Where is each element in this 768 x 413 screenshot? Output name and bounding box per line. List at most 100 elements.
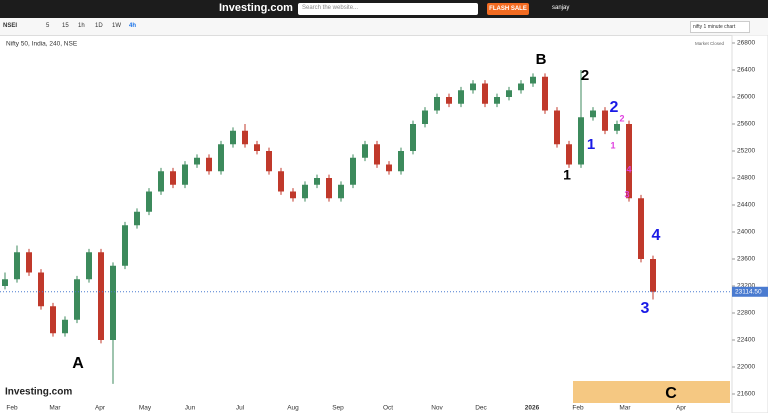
candle-body bbox=[110, 265, 116, 340]
y-tick-label: 24400 bbox=[737, 202, 755, 209]
candle-body bbox=[458, 90, 464, 104]
last-price-box bbox=[732, 286, 768, 297]
candle-body bbox=[566, 144, 572, 165]
x-tick-label: Apr bbox=[95, 405, 106, 412]
y-tick-label: 25600 bbox=[737, 121, 755, 128]
market-status: Market Closed bbox=[695, 41, 725, 46]
candle-body bbox=[602, 110, 608, 131]
candle-body bbox=[122, 225, 128, 266]
candle-body bbox=[410, 124, 416, 151]
y-tick-label: 26800 bbox=[737, 40, 755, 47]
x-tick-label: May bbox=[139, 405, 152, 412]
candle-body bbox=[26, 252, 32, 273]
x-tick-label: Dec bbox=[475, 405, 487, 412]
candle-body bbox=[350, 157, 356, 185]
y-tick-label: 22400 bbox=[737, 337, 755, 344]
user-name[interactable]: sanjay bbox=[552, 5, 570, 11]
candle-body bbox=[374, 144, 380, 165]
interval-button[interactable]: 1D bbox=[95, 23, 103, 29]
wave-label: 3 bbox=[624, 189, 629, 199]
candle-body bbox=[638, 198, 644, 259]
candle-body bbox=[506, 90, 512, 97]
x-tick-label: Aug bbox=[287, 405, 299, 412]
candle-body bbox=[86, 252, 92, 280]
candle-body bbox=[38, 272, 44, 307]
chart-search[interactable]: nifty 1 minute chart bbox=[690, 21, 750, 33]
x-tick-label: Jul bbox=[236, 405, 245, 412]
x-tick-label: 2026 bbox=[525, 405, 540, 412]
chart-title: Nifty 50, India, 240, NSE bbox=[6, 41, 78, 48]
logo[interactable]: Investing.com bbox=[219, 2, 293, 14]
wave-label: C bbox=[665, 385, 677, 402]
candle-body bbox=[278, 171, 284, 192]
search-placeholder: Search the website... bbox=[302, 5, 359, 11]
wave-label: 2 bbox=[581, 67, 589, 84]
wave-label: 2 bbox=[610, 99, 619, 116]
x-tick-label: Mar bbox=[619, 405, 631, 412]
wave-label: 1 bbox=[563, 167, 571, 183]
candle-body bbox=[362, 144, 368, 158]
y-tick-label: 22000 bbox=[737, 364, 755, 371]
x-tick-label: Feb bbox=[6, 405, 18, 412]
wave-label: 3 bbox=[641, 300, 650, 317]
candle-body bbox=[554, 110, 560, 145]
wave-label: 2 bbox=[619, 113, 624, 123]
candle-body bbox=[614, 124, 620, 131]
y-tick-label: 23200 bbox=[737, 283, 755, 290]
y-tick-label: 22800 bbox=[737, 310, 755, 317]
candle-body bbox=[530, 76, 536, 84]
candle-body bbox=[254, 144, 260, 151]
interval-button[interactable]: 1W bbox=[112, 23, 121, 29]
interval-button[interactable]: 5 bbox=[46, 23, 50, 29]
interval-button[interactable]: 15 bbox=[62, 23, 69, 29]
interval-button[interactable]: 4h bbox=[129, 23, 137, 29]
candle-body bbox=[470, 83, 476, 91]
wave-label: 1 bbox=[610, 140, 615, 150]
x-tick-label: Nov bbox=[431, 405, 443, 412]
x-tick-label: Mar bbox=[49, 405, 61, 412]
candle-body bbox=[446, 97, 452, 104]
x-tick-label: Jun bbox=[185, 405, 196, 412]
flash-sale[interactable]: FLASH SALE bbox=[487, 3, 529, 15]
y-tick-label: 26400 bbox=[737, 67, 755, 74]
candle-body bbox=[230, 130, 236, 145]
last-price-label: 23114.50 bbox=[735, 288, 762, 295]
candle-body bbox=[206, 157, 212, 172]
candle-body bbox=[2, 279, 8, 286]
watermark: Investing.com bbox=[5, 387, 72, 398]
candle-body bbox=[518, 83, 524, 91]
candle-body bbox=[326, 178, 332, 199]
candle-body bbox=[218, 144, 224, 172]
candle-body bbox=[170, 171, 176, 185]
wave-label: 4 bbox=[652, 227, 661, 244]
candle-body bbox=[542, 76, 548, 111]
candle-body bbox=[398, 151, 404, 172]
wave-label: 1 bbox=[587, 136, 595, 153]
candle-body bbox=[494, 97, 500, 104]
candle-body bbox=[578, 117, 584, 165]
candle-body bbox=[134, 211, 140, 226]
toolbar: NSEI 5 15 1h 1D 1W 4h nifty 1 minute chart bbox=[0, 18, 768, 36]
candle-body bbox=[302, 184, 308, 199]
search-box[interactable]: Search the website... bbox=[298, 3, 478, 15]
interval-button[interactable]: 1h bbox=[78, 23, 85, 29]
candle-body bbox=[338, 184, 344, 199]
candle-body bbox=[314, 178, 320, 185]
candle-body bbox=[146, 191, 152, 212]
y-tick-label: 25200 bbox=[737, 148, 755, 155]
candle-body bbox=[194, 157, 200, 165]
wave-label: B bbox=[536, 51, 547, 68]
symbol[interactable]: NSEI bbox=[3, 23, 18, 29]
candle-body bbox=[98, 252, 104, 340]
candle-body bbox=[626, 124, 632, 199]
candle-body bbox=[482, 83, 488, 104]
candle-body bbox=[242, 130, 248, 145]
candle-body bbox=[50, 306, 56, 334]
x-tick-label: Oct bbox=[383, 405, 393, 412]
candle-body bbox=[14, 252, 20, 280]
candle-body bbox=[62, 319, 68, 334]
candle-body bbox=[434, 97, 440, 111]
y-tick-label: 26000 bbox=[737, 94, 755, 101]
candle-body bbox=[386, 164, 392, 172]
